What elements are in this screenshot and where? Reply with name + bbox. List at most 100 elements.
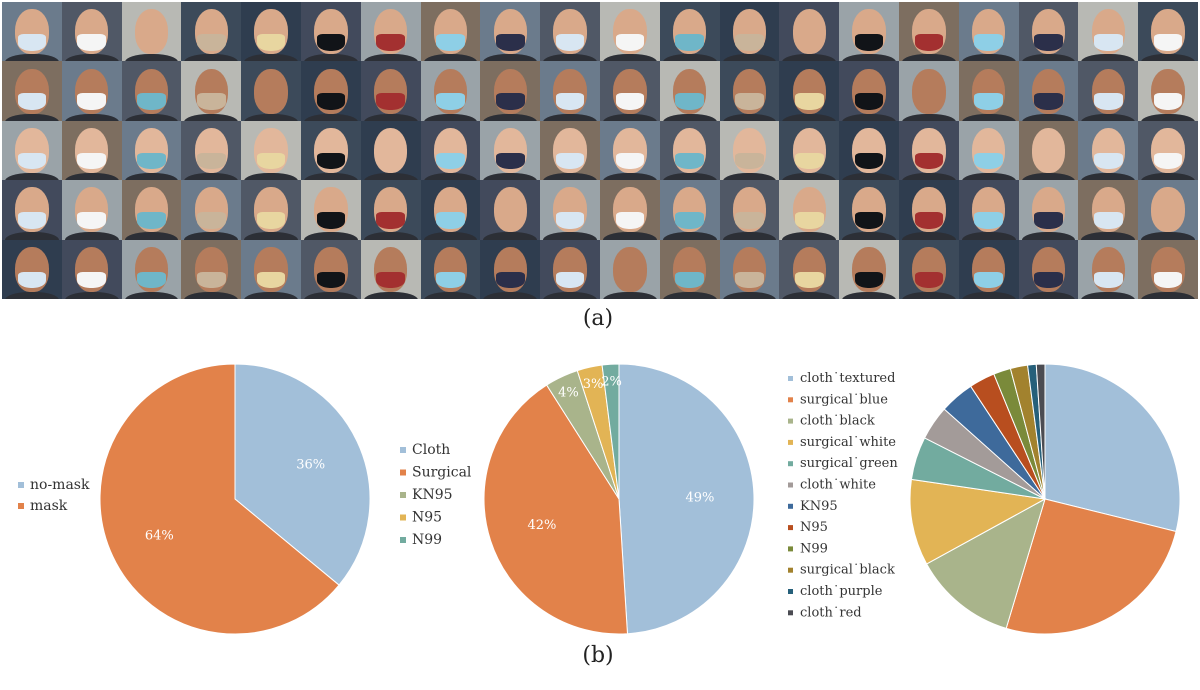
shoulders (1081, 173, 1136, 181)
face-photo (839, 120, 899, 181)
face-photo (1018, 180, 1079, 240)
pie-slice-cloth-textured (1044, 363, 1181, 533)
pie-slice-no-mask (234, 363, 371, 586)
shoulders (782, 232, 837, 240)
face-photo (898, 61, 959, 121)
face-mask (436, 34, 465, 51)
face-photo (61, 2, 122, 62)
face-mask (376, 212, 406, 229)
shoulders (483, 54, 538, 62)
pie-slice-n99 (601, 363, 620, 500)
legend-label: cloth˙purple (800, 584, 883, 599)
face-photo (839, 239, 899, 299)
face-mask (914, 212, 944, 229)
face-mask (256, 152, 286, 170)
face-photo (480, 239, 541, 299)
shoulders (901, 232, 956, 240)
legend-swatch (400, 469, 406, 476)
shoulders (602, 291, 657, 299)
face-photo (540, 2, 600, 62)
shoulders (602, 173, 657, 181)
face-photo (599, 120, 660, 181)
face-mask (436, 271, 465, 289)
face-photo (121, 61, 182, 121)
shoulders (423, 232, 478, 240)
face-photo (599, 61, 660, 121)
face-mask (77, 93, 107, 111)
face-mask (615, 93, 645, 111)
legend-swatch (788, 610, 793, 616)
legend-swatch (400, 514, 406, 521)
face-photo (360, 120, 421, 181)
face-photo (540, 120, 600, 181)
face-mask (316, 152, 346, 170)
shoulders (64, 54, 119, 62)
face-mask (675, 271, 705, 289)
face-photo (300, 61, 361, 121)
face-mask (376, 271, 406, 289)
legend-swatch (400, 447, 406, 453)
shoulders (184, 173, 239, 181)
face-photo (241, 120, 301, 181)
legend-swatch (400, 492, 406, 498)
legend-swatch (788, 546, 793, 552)
face-mask (1034, 93, 1063, 111)
face-photo (181, 120, 242, 181)
legend-label: surgical˙white (800, 435, 896, 450)
face-photo (599, 2, 660, 62)
face-photo (2, 180, 62, 240)
shoulders (1141, 291, 1195, 299)
legend-label: N95 (800, 520, 828, 535)
face-mask (77, 212, 107, 229)
legend-mask-vs-no-mask: no-mask mask (18, 477, 90, 514)
face-photo-grid (2, 2, 1198, 299)
face-photo (1018, 120, 1079, 181)
face-photo (659, 61, 720, 121)
face-mask (735, 93, 764, 111)
face-mask (196, 93, 226, 111)
shoulders (901, 113, 956, 121)
shoulders (722, 54, 777, 62)
shoulders (543, 232, 597, 240)
face-photo (540, 239, 600, 299)
pie-chart-mask-category: 49% 42% 4% 3%2% (483, 363, 755, 635)
legend-swatch (18, 482, 24, 488)
pie-slice-surgical (483, 384, 629, 635)
face (1031, 127, 1066, 174)
legend-label: N99 (800, 541, 828, 556)
mask-type-pie-charts: 36% 64% no-mask mask 49% 42% 4% 3%2% Cloth Sur… (18, 363, 1181, 635)
face-photo (1018, 61, 1079, 121)
face-mask (1093, 34, 1123, 51)
face-photo (121, 120, 182, 181)
face-photo (599, 239, 660, 299)
face-photo (480, 120, 541, 181)
face-mask (1153, 93, 1183, 111)
face-photo (958, 120, 1019, 181)
pie-data-label: 42% (528, 518, 557, 533)
face-mask (77, 271, 107, 289)
shoulders (1021, 291, 1076, 299)
face-mask (974, 152, 1004, 170)
shoulders (483, 113, 538, 121)
pie-slice-surgical-blue (1005, 498, 1177, 635)
legend-swatch (788, 461, 793, 467)
legend-label: N95 (412, 510, 442, 526)
face-photo (360, 61, 421, 121)
face-mask (196, 271, 226, 289)
face (912, 68, 946, 114)
face-photo (2, 2, 62, 62)
face-photo (958, 61, 1019, 121)
face-photo (1138, 239, 1198, 299)
face-mask (316, 34, 346, 51)
shoulders (1081, 232, 1136, 240)
face-photo (1078, 120, 1139, 181)
face-mask (794, 152, 824, 170)
face-mask (376, 34, 406, 51)
face-photo (1138, 120, 1198, 181)
shoulders (901, 54, 956, 62)
face-photo (898, 120, 959, 181)
shoulders (961, 54, 1016, 62)
pie-slice-cloth-black (925, 497, 1046, 629)
pie-data-label: 4% (558, 386, 579, 401)
legend-swatch (788, 397, 793, 403)
